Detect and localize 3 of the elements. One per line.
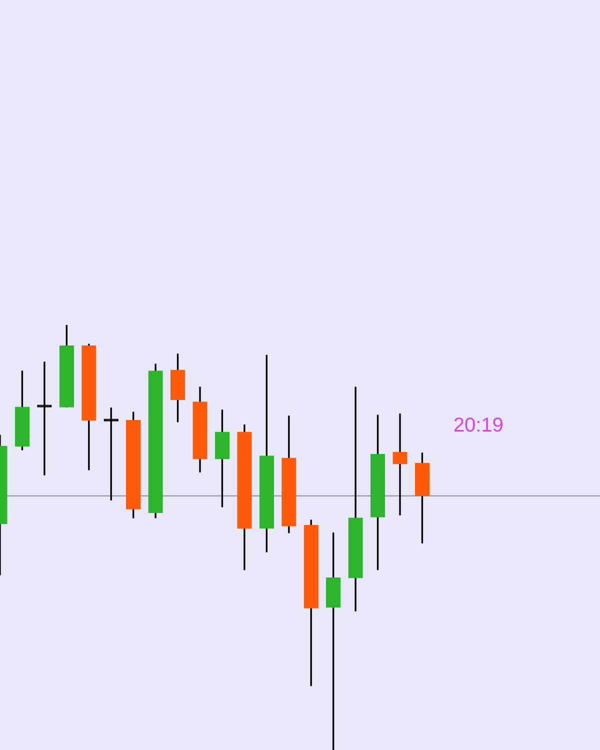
candlestick bbox=[392, 413, 408, 516]
candlestick bbox=[37, 362, 52, 476]
annotation: 20:19 bbox=[453, 414, 504, 436]
